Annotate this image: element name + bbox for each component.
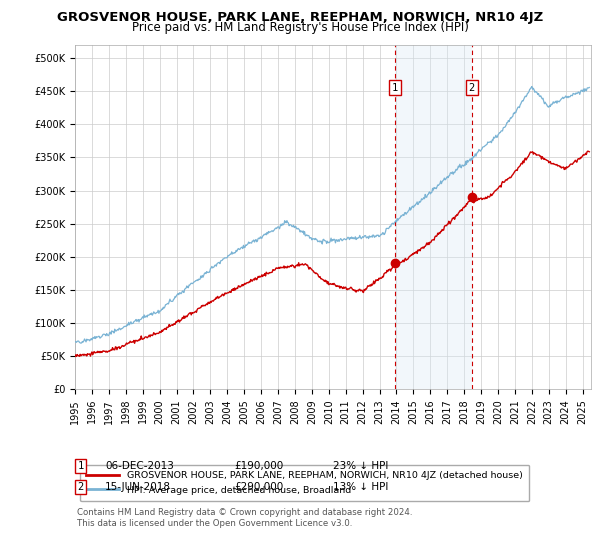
Text: 1: 1 — [77, 461, 83, 471]
Text: £290,000: £290,000 — [234, 482, 283, 492]
Text: GROSVENOR HOUSE, PARK LANE, REEPHAM, NORWICH, NR10 4JZ: GROSVENOR HOUSE, PARK LANE, REEPHAM, NOR… — [57, 11, 543, 24]
Text: 23% ↓ HPI: 23% ↓ HPI — [333, 461, 388, 471]
Text: 06-DEC-2013: 06-DEC-2013 — [105, 461, 174, 471]
Text: 15-JUN-2018: 15-JUN-2018 — [105, 482, 171, 492]
Text: Price paid vs. HM Land Registry's House Price Index (HPI): Price paid vs. HM Land Registry's House … — [131, 21, 469, 34]
Text: 2: 2 — [469, 83, 475, 93]
Legend: GROSVENOR HOUSE, PARK LANE, REEPHAM, NORWICH, NR10 4JZ (detached house), HPI: Av: GROSVENOR HOUSE, PARK LANE, REEPHAM, NOR… — [80, 465, 529, 501]
Text: Contains HM Land Registry data © Crown copyright and database right 2024.
This d: Contains HM Land Registry data © Crown c… — [77, 508, 412, 528]
Text: 2: 2 — [77, 482, 83, 492]
Text: 13% ↓ HPI: 13% ↓ HPI — [333, 482, 388, 492]
Bar — [395, 45, 472, 389]
Text: £190,000: £190,000 — [234, 461, 283, 471]
Text: 1: 1 — [392, 83, 398, 93]
